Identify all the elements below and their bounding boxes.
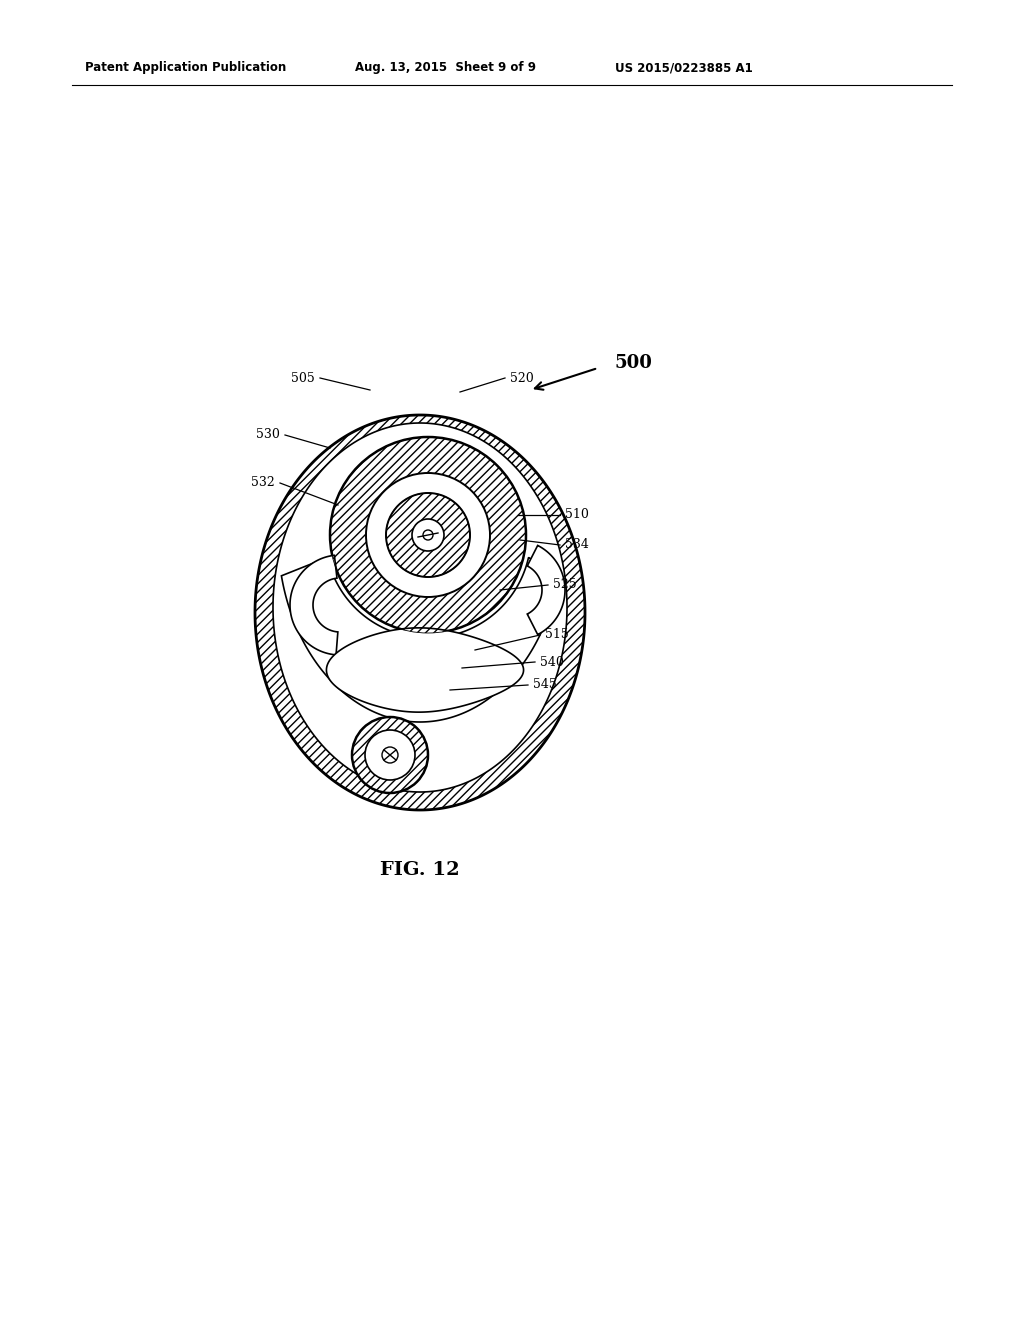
Circle shape xyxy=(412,519,444,550)
Polygon shape xyxy=(282,557,558,722)
Text: 534: 534 xyxy=(565,539,589,552)
Text: 540: 540 xyxy=(540,656,564,668)
Polygon shape xyxy=(290,556,338,655)
Text: 505: 505 xyxy=(291,371,315,384)
Circle shape xyxy=(382,747,398,763)
Text: 545: 545 xyxy=(534,678,557,692)
Polygon shape xyxy=(527,545,565,635)
Text: 525: 525 xyxy=(553,578,577,591)
Text: Aug. 13, 2015  Sheet 9 of 9: Aug. 13, 2015 Sheet 9 of 9 xyxy=(355,62,536,74)
Text: 532: 532 xyxy=(251,477,275,490)
Circle shape xyxy=(352,717,428,793)
Circle shape xyxy=(365,730,415,780)
Polygon shape xyxy=(273,422,567,792)
Circle shape xyxy=(366,473,490,597)
Text: Patent Application Publication: Patent Application Publication xyxy=(85,62,287,74)
Text: 515: 515 xyxy=(545,628,568,642)
Circle shape xyxy=(423,531,433,540)
Text: 500: 500 xyxy=(615,354,653,372)
Circle shape xyxy=(330,437,526,634)
Text: 520: 520 xyxy=(510,371,534,384)
Polygon shape xyxy=(327,628,523,711)
Polygon shape xyxy=(255,414,585,810)
Text: 530: 530 xyxy=(256,429,280,441)
Text: FIG. 12: FIG. 12 xyxy=(380,861,460,879)
Text: 510: 510 xyxy=(565,508,589,521)
Text: US 2015/0223885 A1: US 2015/0223885 A1 xyxy=(615,62,753,74)
